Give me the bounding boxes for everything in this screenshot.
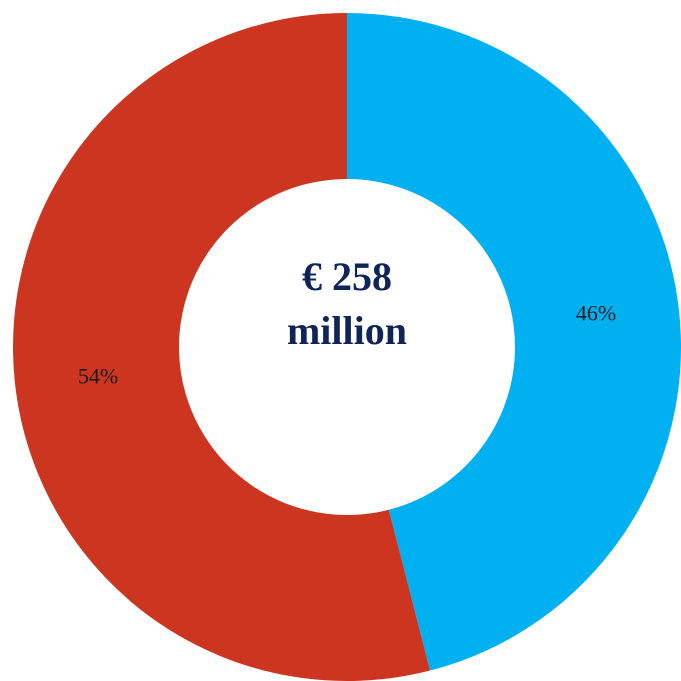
donut-slice-label-2: 54% [78,364,118,389]
center-total-unit: million [286,308,408,353]
donut-slice-1 [347,13,681,671]
donut-slice-label-1: 46% [576,301,616,326]
center-total-label: € 258 million [180,250,514,358]
donut-slice-2 [13,13,431,681]
center-total-amount: € 258 [302,254,392,299]
